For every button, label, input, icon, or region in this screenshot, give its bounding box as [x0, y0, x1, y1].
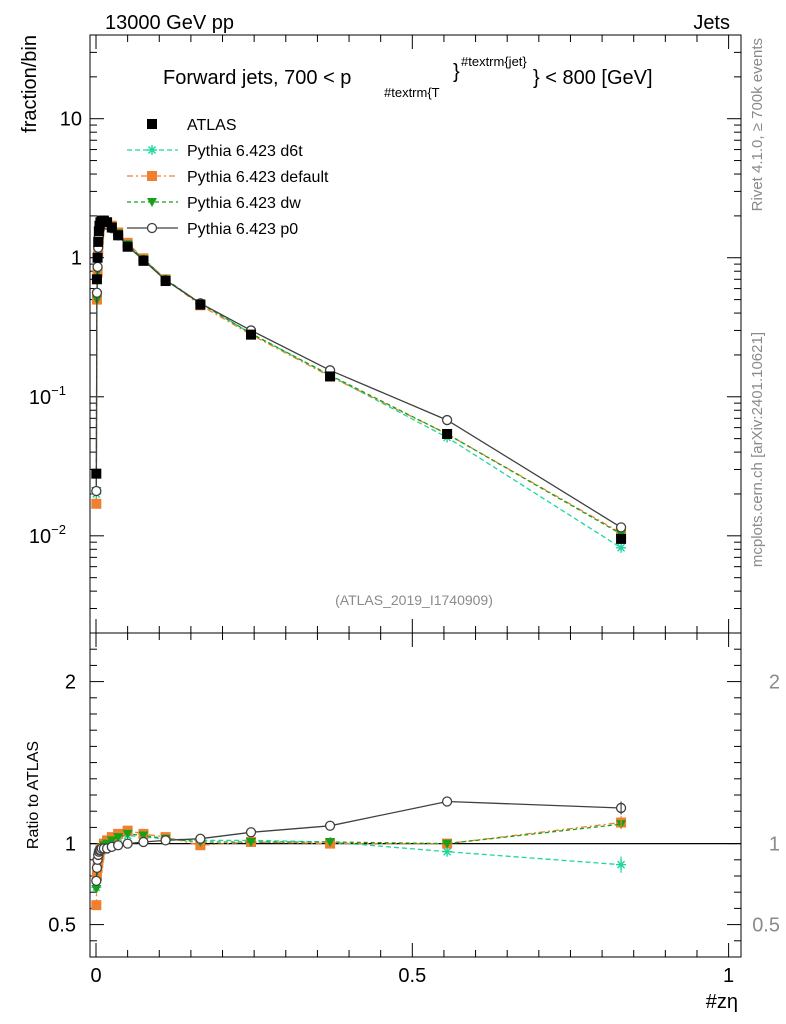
- data-point-atlas: [160, 276, 171, 287]
- data-point-atlas: [616, 533, 627, 544]
- y-tick-label-main: 10−2: [29, 522, 66, 548]
- y-tick-label-ratio-right: 1: [769, 834, 780, 856]
- y-tick-label-base: 10: [60, 109, 82, 131]
- data-point-atlas: [325, 371, 336, 382]
- ratio-point-pythia-6-423-dw: [245, 837, 256, 847]
- legend-label: Pythia 6.423 default: [187, 169, 329, 186]
- y-axis-label-ratio: Ratio to ATLAS: [25, 741, 42, 849]
- data-point-atlas: [195, 299, 206, 310]
- main-series-group: [91, 215, 627, 553]
- data-point-pythia-6-423-p0: [91, 287, 103, 298]
- x-tick-label: 0.5: [398, 965, 426, 987]
- rivet-version-label: Rivet 4.1.0, ≥ 700k events: [749, 38, 766, 211]
- ratio-point-pythia-6-423-p0: [245, 827, 257, 838]
- data-point-pythia-6-423-p0: [441, 414, 453, 426]
- series-line-pythia-6-423-default: [95, 222, 622, 534]
- legend-label: Pythia 6.423 p0: [187, 221, 298, 238]
- x-tick-label: 1: [723, 965, 734, 987]
- series-line-pythia-6-423-p0: [95, 222, 622, 528]
- y-tick-label-base: 1: [71, 248, 82, 270]
- legend-marker-pythia-6-423-p0: [146, 222, 158, 234]
- x-tick-label: 0: [90, 965, 101, 987]
- series-line-pythia-6-423-dw: [95, 221, 622, 535]
- legend-marker-pythia-6-423-d6t: [147, 145, 157, 155]
- data-point-atlas: [91, 274, 102, 285]
- ratio-point-pythia-6-423-dw: [113, 833, 124, 843]
- y-tick-label-base: 10: [29, 387, 51, 409]
- y-tick-label-ratio: 0.5: [48, 915, 76, 937]
- ratio-point-pythia-6-423-dw: [442, 839, 453, 849]
- ratio-point-pythia-6-423-dw: [122, 829, 133, 839]
- title-subscript: #textrm{T: [384, 85, 440, 100]
- analysis-id-label: (ATLAS_2019_I1740909): [335, 592, 493, 608]
- ratio-line-pythia-6-423-default: [95, 821, 622, 906]
- data-point-pythia-6-423-d6t: [616, 542, 627, 553]
- ratio-point-pythia-6-423-p0: [138, 836, 149, 848]
- title-tail: } < 800 [GeV]: [533, 67, 653, 89]
- ratio-point-pythia-6-423-p0: [112, 840, 124, 851]
- title-superscript: #textrm{jet}: [461, 54, 527, 69]
- data-point-pythia-6-423-default: [91, 498, 102, 509]
- ratio-point-pythia-6-423-p0: [91, 875, 102, 887]
- data-point-atlas: [91, 468, 102, 479]
- data-point-atlas: [93, 236, 104, 247]
- legend-label: ATLAS: [187, 117, 237, 134]
- ratio-point-pythia-6-423-d6t: [442, 846, 453, 857]
- y-tick-label-ratio-right: 0.5: [752, 915, 780, 937]
- y-axis-label-main: fraction/bin: [19, 35, 41, 133]
- data-point-pythia-6-423-p0: [92, 261, 103, 273]
- ratio-point-pythia-6-423-dw: [325, 837, 336, 847]
- ratio-point-pythia-6-423-p0: [441, 796, 453, 807]
- ratio-point-pythia-6-423-p0: [324, 820, 336, 831]
- ratio-point-pythia-6-423-p0: [195, 833, 206, 844]
- legend-marker-pythia-6-423-dw: [147, 198, 157, 207]
- y-tick-label-main: 10−1: [29, 383, 66, 409]
- data-point-atlas: [442, 428, 453, 439]
- ratio-line-pythia-6-423-dw: [95, 823, 622, 890]
- series-line-pythia-6-423-d6t: [95, 221, 622, 549]
- process-label: Jets: [693, 12, 730, 34]
- energy-label: 13000 GeV pp: [105, 12, 234, 34]
- ratio-point-pythia-6-423-dw: [106, 836, 117, 846]
- data-point-atlas: [92, 252, 103, 263]
- y-tick-label-main: 1: [71, 248, 82, 270]
- legend-marker-atlas: [147, 119, 157, 129]
- ratio-point-pythia-6-423-default: [91, 900, 102, 911]
- y-tick-label-ratio: 2: [65, 672, 76, 694]
- data-point-atlas: [106, 222, 117, 233]
- data-point-pythia-6-423-p0: [615, 522, 627, 533]
- y-tick-label-ratio-right: 2: [769, 672, 780, 694]
- ratio-point-pythia-6-423-p0: [122, 838, 133, 849]
- legend-marker-pythia-6-423-default: [147, 171, 157, 181]
- y-tick-label-ratio: 1: [65, 834, 76, 856]
- y-tick-label-base: 10: [29, 526, 51, 548]
- ratio-series-group: [91, 796, 627, 911]
- ratio-point-pythia-6-423-dw: [91, 884, 102, 894]
- legend-label: Pythia 6.423 d6t: [187, 143, 303, 160]
- x-axis-label: #zη: [706, 991, 738, 1013]
- title-main: Forward jets, 700 < p: [163, 67, 351, 89]
- legend: ATLAS Pythia 6.423 d6t Pythia 6.423 defaul…: [127, 117, 329, 238]
- plot-title: Forward jets, 700 < p #textrm{T } #textr…: [163, 54, 653, 100]
- data-point-atlas: [113, 230, 124, 241]
- ratio-axis-ticks: 0.5 0.5 1 1 2 2 0 0.5 1: [48, 633, 780, 987]
- data-point-atlas: [102, 217, 113, 228]
- ratio-point-pythia-6-423-p0: [160, 835, 171, 846]
- data-point-atlas: [138, 255, 149, 266]
- mcplots-label: mcplots.cern.ch [arXiv:2401.10621]: [749, 332, 766, 567]
- ratio-panel-frame: [89, 632, 742, 958]
- title-brace: }: [453, 61, 460, 83]
- legend-label: Pythia 6.423 dw: [187, 195, 301, 212]
- y-tick-label-exp: −1: [51, 383, 66, 398]
- data-point-pythia-6-423-p0: [91, 485, 102, 497]
- ratio-point-pythia-6-423-dw: [138, 831, 149, 841]
- ratio-line-pythia-6-423-p0: [95, 800, 622, 881]
- data-point-atlas: [122, 241, 133, 252]
- data-point-atlas: [93, 226, 104, 237]
- data-point-atlas: [245, 329, 256, 340]
- y-tick-label-exp: −2: [51, 522, 66, 537]
- y-tick-label-main: 10: [60, 109, 82, 131]
